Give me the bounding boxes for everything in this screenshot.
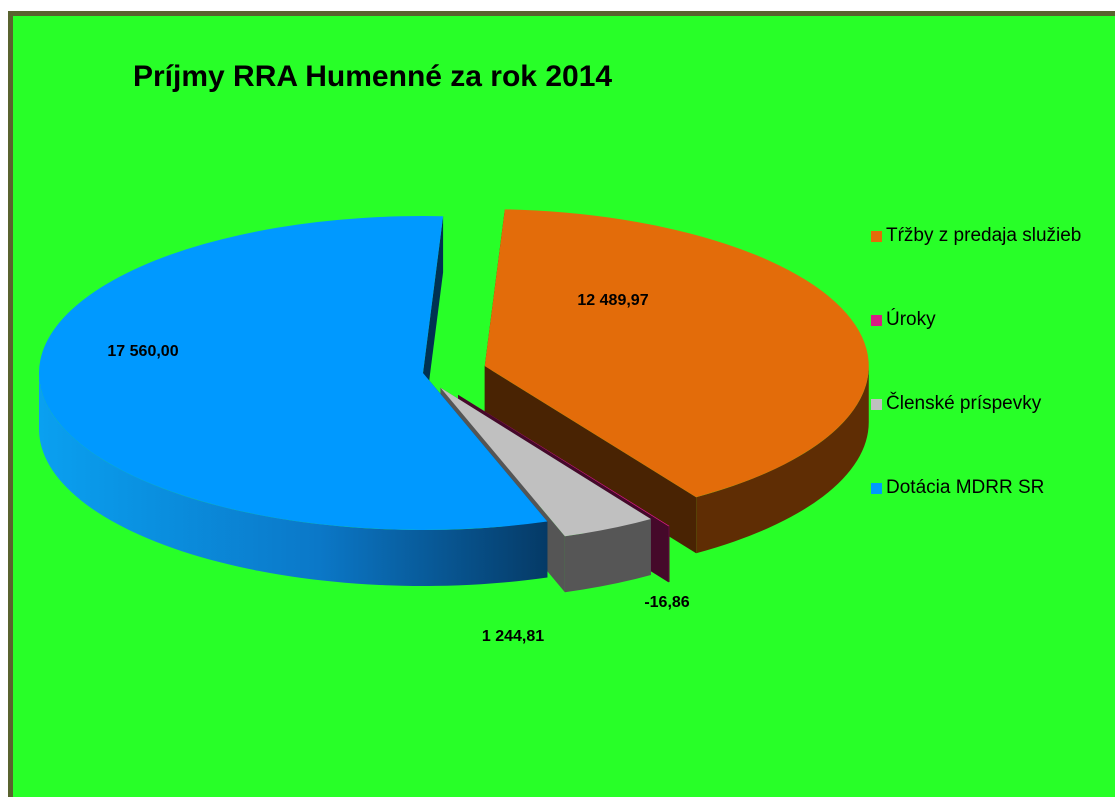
legend-item-uroky: Úroky: [871, 305, 936, 335]
pie-slice-3: [39, 215, 548, 586]
legend-swatch-uroky: [871, 314, 882, 326]
legend-item-clenske: Členské príspevky: [871, 389, 1041, 419]
legend-label-clenske: Členské príspevky: [886, 393, 1042, 414]
legend-swatch-clenske: [871, 398, 882, 410]
chart-area: Príjmy RRA Humenné za rok 2014 12 489,97…: [8, 11, 1115, 797]
pie-slice-0: [484, 209, 869, 554]
data-label-1: -16,86: [644, 594, 689, 611]
data-label-0: 12 489,97: [577, 292, 648, 309]
legend-label-trzby: Tŕžby z predaja služieb: [886, 225, 1082, 246]
data-label-2: 1 244,81: [482, 628, 544, 645]
pie-chart: 12 489,97 -16,86 1 244,81 17 560,00: [39, 209, 869, 645]
legend-swatch-dotacia: [871, 482, 882, 494]
legend-swatch-trzby: [871, 230, 882, 242]
legend-label-dotacia: Dotácia MDRR SR: [886, 477, 1045, 498]
legend-label-uroky: Úroky: [886, 309, 936, 330]
legend-item-trzby: Tŕžby z predaja služieb: [871, 221, 1081, 251]
legend-item-dotacia: Dotácia MDRR SR: [871, 473, 1044, 503]
chart-title: Príjmy RRA Humenné za rok 2014: [133, 60, 613, 93]
data-label-3: 17 560,00: [107, 343, 178, 360]
